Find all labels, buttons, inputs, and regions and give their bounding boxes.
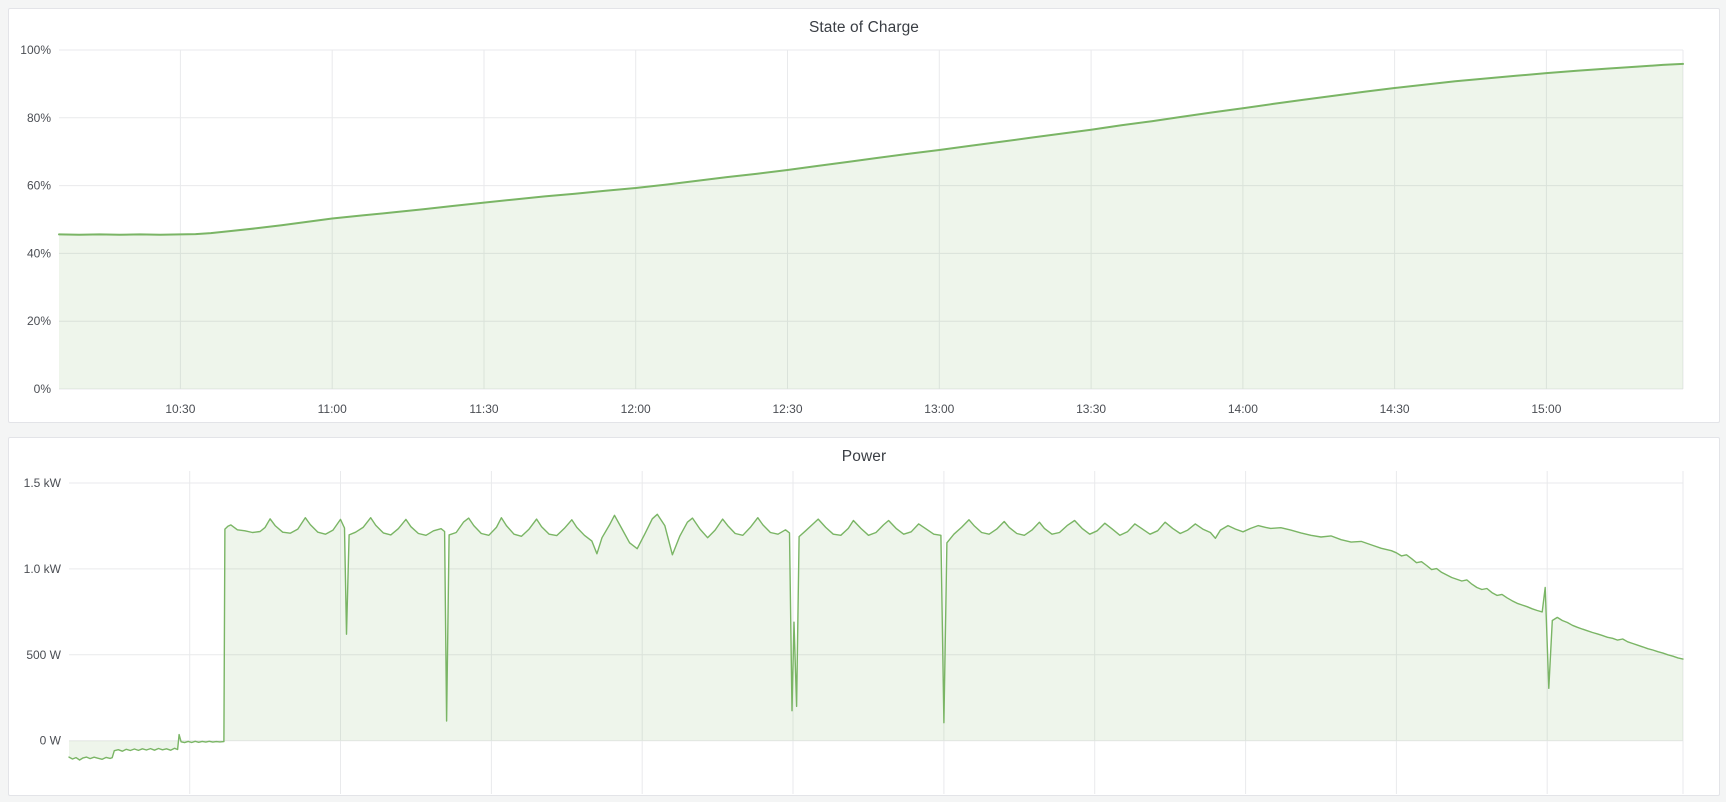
panel-title[interactable]: Power [841, 448, 887, 465]
power-series-line [68, 513, 1684, 761]
y-axis-tick-label: 80% [27, 111, 51, 125]
panel-title[interactable]: State of Charge [808, 19, 920, 36]
x-axis-tick-label: 10:30 [165, 402, 195, 416]
power-chart-canvas[interactable]: 0 W 500 W 1.0 kW 1.5 kW [9, 438, 1719, 795]
y-axis-tick-label: 1.0 kW [24, 562, 62, 576]
y-axis-tick-label: 0% [34, 382, 52, 396]
state-of-charge-series-line [58, 62, 1684, 236]
x-axis-tick-label: 14:00 [1228, 402, 1258, 416]
y-axis-tick-label: 20% [27, 314, 51, 328]
x-axis-tick-label: 11:00 [318, 402, 347, 416]
y-axis-tick-label: 40% [27, 246, 51, 260]
panel-power: Power 0 W 500 W 1.0 kW 1.5 kW [8, 437, 1720, 796]
state-of-charge-area-fill [59, 63, 1683, 390]
power-area-fill [69, 514, 1683, 760]
x-axis-tick-label: 13:30 [1076, 402, 1106, 416]
x-axis-tick-label: 14:30 [1380, 402, 1410, 416]
x-axis-tick-label: 12:30 [772, 402, 802, 416]
y-axis-tick-label: 500 W [26, 648, 61, 662]
state-of-charge-chart-canvas[interactable]: 0% 20% 40% 60% 80% 100% 10:30 11:00 11:30 12:00 12… [9, 9, 1719, 422]
x-axis-tick-label: 12:00 [621, 402, 651, 416]
x-axis-tick-label: 15:00 [1531, 402, 1561, 416]
y-axis-tick-label: 60% [27, 179, 51, 193]
x-axis-tick-label: 11:30 [469, 402, 498, 416]
y-axis-tick-label: 1.5 kW [24, 476, 62, 490]
panel-state-of-charge: State of Charge 0% 20% 40% 60% 80% 100% 10:30 1… [8, 8, 1720, 423]
x-axis-tick-label: 13:00 [924, 402, 954, 416]
y-axis-tick-label: 100% [20, 43, 51, 57]
y-axis-tick-label: 0 W [40, 734, 62, 748]
